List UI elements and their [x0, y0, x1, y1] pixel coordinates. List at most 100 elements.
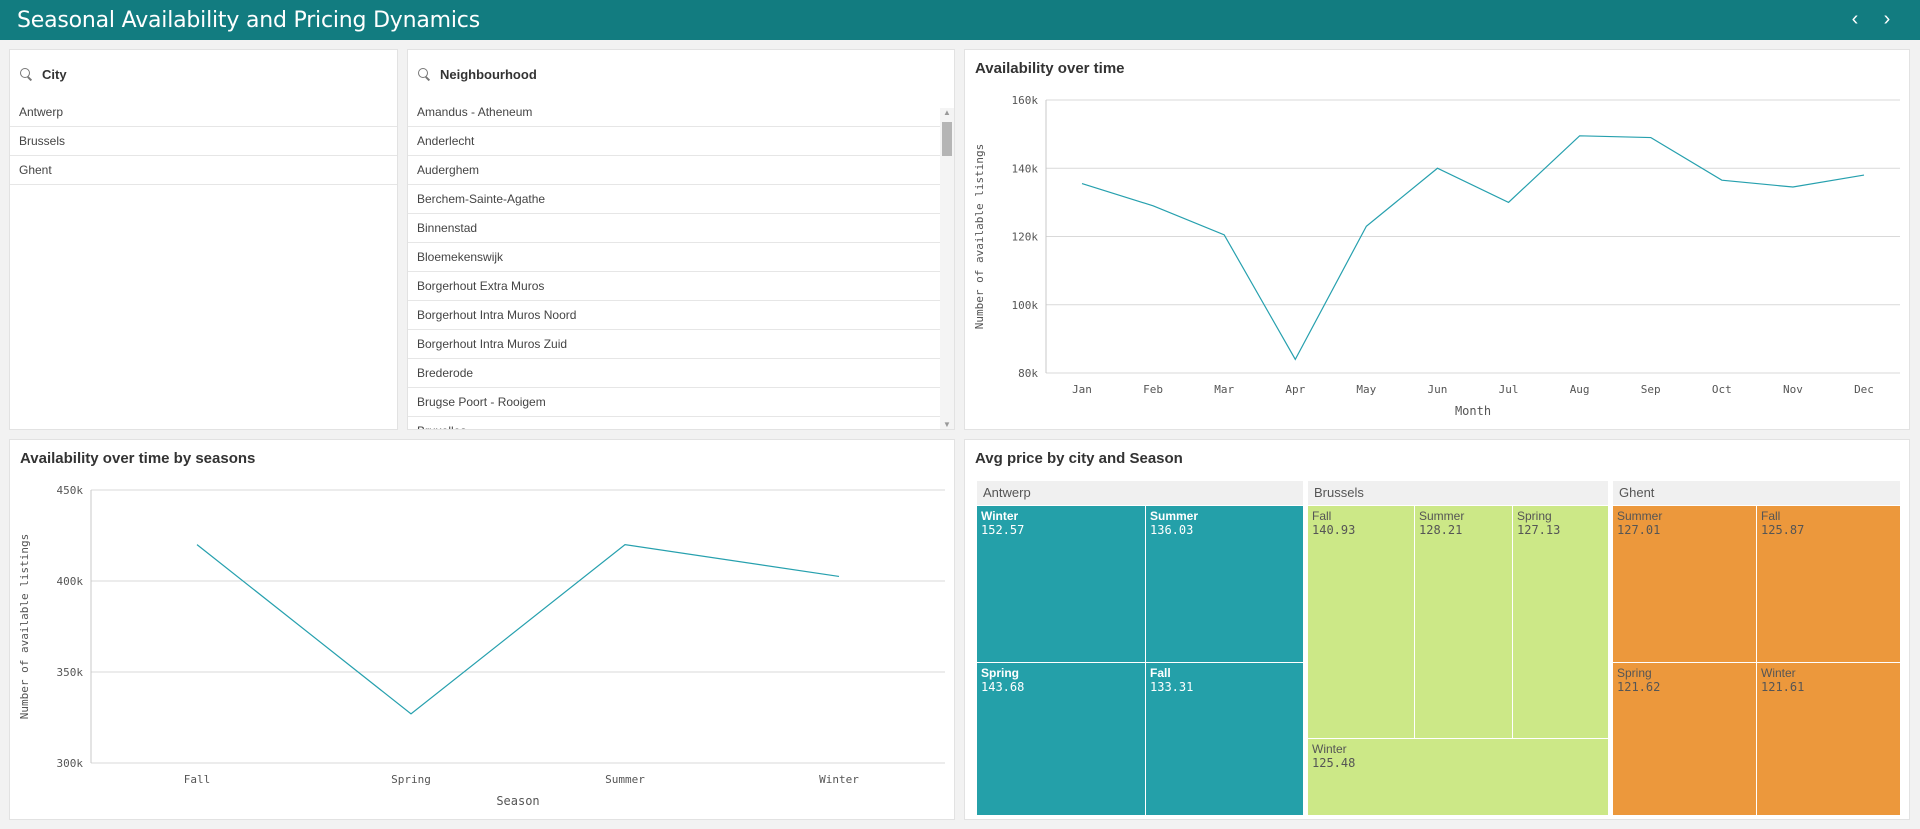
city-list-item[interactable]: Antwerp — [10, 98, 397, 127]
neighbourhood-list-item[interactable]: Borgerhout Intra Muros Zuid — [408, 330, 940, 359]
y-tick-label: 120k — [1012, 231, 1039, 244]
x-tick-label: Sep — [1641, 383, 1661, 396]
series-line — [196, 543, 840, 715]
y-tick-label: 140k — [1012, 162, 1039, 175]
treemap-cell-label: Summer — [1419, 509, 1465, 523]
treemap-cell-value: 125.48 — [1312, 756, 1356, 770]
city-list-item[interactable]: Ghent — [10, 156, 397, 185]
x-tick-label: Jun — [1428, 383, 1448, 396]
y-tick-label: 300k — [57, 757, 84, 770]
search-icon[interactable] — [20, 68, 32, 80]
neighbourhood-list-item[interactable]: Anderlecht — [408, 127, 940, 156]
neighbourhood-list-item[interactable]: Borgerhout Intra Muros Noord — [408, 301, 940, 330]
neighbourhood-list-item[interactable]: Amandus - Atheneum — [408, 98, 940, 127]
x-axis-title: Season — [496, 794, 539, 808]
y-tick-label: 160k — [1012, 94, 1039, 107]
chevron-right-icon[interactable]: › — [1883, 8, 1891, 30]
app-title: Seasonal Availability and Pricing Dynami… — [17, 7, 480, 33]
treemap-cell-label: Winter — [981, 509, 1019, 523]
x-tick-label: Jan — [1072, 383, 1092, 396]
treemap-cell-value: 121.62 — [1617, 680, 1661, 694]
neighbourhood-list-item[interactable]: Auderghem — [408, 156, 940, 185]
neighbourhood-list-item[interactable]: Brugse Poort - Rooigem — [408, 388, 940, 417]
search-icon[interactable] — [418, 68, 430, 80]
chart-title: Availability over time by seasons — [20, 450, 256, 467]
treemap-cell[interactable]: Fall 140.93 — [1308, 506, 1414, 738]
treemap-cell-label: Spring — [1517, 509, 1552, 523]
x-tick-label: Aug — [1570, 383, 1590, 396]
neighbourhood-list-item[interactable]: Berchem-Sainte-Agathe — [408, 185, 940, 214]
city-filter-label: City — [42, 66, 67, 82]
y-tick-label: 100k — [1012, 299, 1039, 312]
x-tick-label: Fall — [184, 773, 211, 786]
y-tick-label: 400k — [57, 575, 84, 588]
chart-title: Avg price by city and Season — [975, 450, 1183, 467]
x-tick-label: Mar — [1214, 383, 1234, 396]
treemap-cell-value: 127.13 — [1517, 523, 1561, 537]
treemap-cell[interactable]: Winter 121.61 — [1757, 663, 1900, 815]
scrollbar[interactable]: ▲ ▼ — [940, 108, 954, 429]
treemap-cell-value: 121.61 — [1761, 680, 1805, 694]
treemap-cell[interactable]: Summer 136.03 — [1146, 506, 1303, 662]
treemap-cell-label: Winter — [1312, 742, 1347, 756]
scroll-thumb[interactable] — [942, 122, 952, 156]
treemap-cell-value: 140.93 — [1312, 523, 1356, 537]
line-chart-svg: 300k 350k 400k 450k Fall Spring Summer Winter Se… — [18, 484, 945, 808]
treemap-cell-label: Spring — [981, 666, 1019, 680]
neighbourhood-filter-header[interactable]: Neighbourhood — [408, 50, 954, 98]
y-axis-title: Number of available listings — [18, 534, 31, 719]
treemap-cell-value: 136.03 — [1150, 523, 1194, 537]
chart-title: Availability over time — [975, 60, 1125, 77]
treemap-cell-label: Fall — [1150, 666, 1171, 680]
treemap-cell-value: 133.31 — [1150, 680, 1194, 694]
neighbourhood-list-item[interactable]: Borgerhout Extra Muros — [408, 272, 940, 301]
x-tick-label: Summer — [605, 773, 645, 786]
city-filter-header[interactable]: City — [10, 50, 397, 98]
scroll-down-icon[interactable]: ▼ — [943, 420, 951, 429]
series-line — [1081, 135, 1865, 361]
x-tick-label: Feb — [1143, 383, 1163, 396]
y-tick-label: 350k — [57, 666, 84, 679]
neighbourhood-list: Amandus - Atheneum Anderlecht Auderghem Ber… — [408, 98, 940, 429]
treemap-cell-label: Winter — [1761, 666, 1796, 680]
treemap-cell-label: Summer — [1150, 509, 1199, 523]
city-list-item[interactable]: Brussels — [10, 127, 397, 156]
treemap-group-header[interactable]: Antwerp — [977, 481, 1303, 505]
treemap-cell-label: Summer — [1617, 509, 1663, 523]
neighbourhood-list-item[interactable]: Brederode — [408, 359, 940, 388]
availability-by-seasons-chart[interactable]: Availability over time by seasons 300k 35… — [9, 439, 955, 820]
line-chart-svg: 80k 100k 120k 140k 160k Jan Feb Mar Apr May Jun Jul… — [973, 94, 1900, 418]
treemap-cell[interactable]: Winter 125.48 — [1308, 739, 1608, 815]
treemap-cell[interactable]: Fall 125.87 — [1757, 506, 1900, 662]
treemap-group-header[interactable]: Brussels — [1308, 481, 1608, 505]
x-tick-label: Oct — [1712, 383, 1732, 396]
treemap-cell[interactable]: Spring 121.62 — [1613, 663, 1756, 815]
treemap-cell[interactable]: Summer 128.21 — [1415, 506, 1512, 738]
treemap-cell[interactable]: Summer 127.01 — [1613, 506, 1756, 662]
availability-over-time-chart[interactable]: Availability over time 80k 100k 120k 140k 16… — [964, 49, 1910, 430]
neighbourhood-list-item[interactable]: Bruxelles — [408, 417, 940, 429]
city-filter-pane: City Antwerp Brussels Ghent — [9, 49, 398, 430]
neighbourhood-list-item[interactable]: Bloemekenswijk — [408, 243, 940, 272]
chevron-left-icon[interactable]: ‹ — [1851, 8, 1859, 30]
x-tick-label: Spring — [391, 773, 431, 786]
x-tick-label: Nov — [1783, 383, 1803, 396]
treemap-cell[interactable]: Spring 127.13 — [1513, 506, 1608, 738]
treemap-group-header[interactable]: Ghent — [1613, 481, 1900, 505]
avg-price-treemap[interactable]: Avg price by city and Season Antwerp Wint… — [964, 439, 1910, 820]
treemap-cell[interactable]: Winter 152.57 — [977, 506, 1145, 662]
treemap-cell-value: 152.57 — [981, 523, 1025, 537]
neighbourhood-filter-pane: Neighbourhood Amandus - Atheneum Anderlec… — [407, 49, 955, 430]
scroll-up-icon[interactable]: ▲ — [943, 108, 951, 117]
city-list: Antwerp Brussels Ghent — [10, 98, 397, 185]
x-tick-label: May — [1356, 383, 1376, 396]
treemap-cell-label: Spring — [1617, 666, 1652, 680]
neighbourhood-list-item[interactable]: Binnenstad — [408, 214, 940, 243]
x-tick-label: Dec — [1854, 383, 1874, 396]
treemap-cell[interactable]: Fall 133.31 — [1146, 663, 1303, 815]
x-tick-label: Apr — [1285, 383, 1305, 396]
y-tick-label: 450k — [57, 484, 84, 497]
neighbourhood-filter-label: Neighbourhood — [440, 66, 537, 82]
treemap-cell[interactable]: Spring 143.68 — [977, 663, 1145, 815]
treemap-cell-value: 127.01 — [1617, 523, 1661, 537]
